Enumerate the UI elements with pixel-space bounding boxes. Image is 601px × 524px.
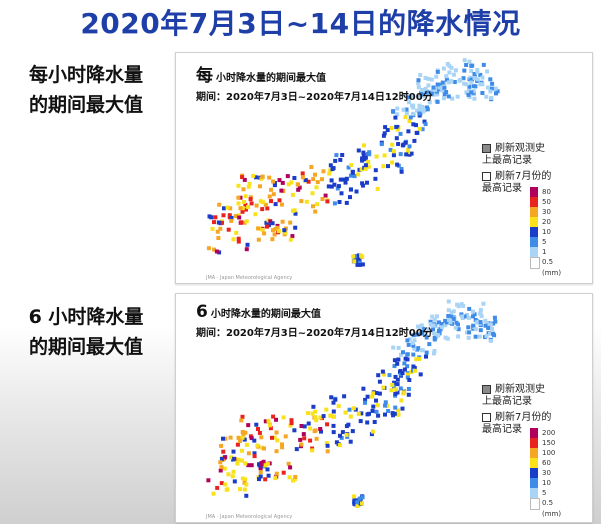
legend-label: 80 <box>542 188 551 196</box>
legend-item: 60 <box>530 458 561 468</box>
note-record-hourly: 刷新观测史上最高记录 <box>482 143 552 167</box>
map-dots-6hour <box>206 299 498 508</box>
side-label-line-1: 6 小时降水量 <box>28 306 144 328</box>
panel-head-prefix: 每 <box>196 66 213 86</box>
japan-map-6hour <box>206 299 498 508</box>
map-panel-hourly: 每小时降水量的期间最大值 期间：2020年7月3日~2020年7月14日12时0… <box>175 52 593 284</box>
legend-label: 10 <box>542 479 551 487</box>
panel-header-6hour: 6 小时降水量的期间最大值 期间：2020年7月3日~2020年7月14日12时0… <box>196 302 433 339</box>
note-july-text: 刷新7月份的最高记录 <box>482 171 552 194</box>
legend-item: 80 <box>530 187 561 197</box>
legend-item: 200 <box>530 428 561 438</box>
legend-item: 50 <box>530 197 561 207</box>
legend-swatch <box>530 197 538 207</box>
july-marker-icon <box>482 171 491 181</box>
legend-label: 150 <box>542 439 556 447</box>
legend-item: 30 <box>530 468 561 478</box>
note-record-text: 刷新观测史上最高记录 <box>482 384 545 407</box>
legend-swatch <box>530 257 540 269</box>
legend-item: 150 <box>530 438 561 448</box>
legend-swatch <box>530 428 538 438</box>
legend-item: 10 <box>530 227 561 237</box>
note-july-hourly: 刷新7月份的最高记录 <box>482 171 552 195</box>
legend-label: 60 <box>542 459 551 467</box>
map-panel-6hour: 6 小时降水量的期间最大值 期间：2020年7月3日~2020年7月14日12时0… <box>175 293 593 523</box>
side-label-line-2: 的期间最大值 <box>28 94 143 116</box>
panel-header-hourly: 每小时降水量的期间最大值 期间：2020年7月3日~2020年7月14日12时0… <box>196 61 433 103</box>
legend-swatch <box>530 237 538 247</box>
legend-label: 50 <box>542 198 551 206</box>
legend-swatch <box>530 448 538 458</box>
legend-swatch <box>530 468 538 478</box>
legend-label: 0.5 <box>542 499 554 507</box>
legend-swatch <box>530 488 538 498</box>
legend-item: 10 <box>530 478 561 488</box>
legend-swatch <box>530 217 538 227</box>
note-record-text: 刷新观测史上最高记录 <box>482 143 545 166</box>
legend-swatch <box>530 247 538 257</box>
record-marker-icon <box>482 143 491 153</box>
side-label-line-1: 每小时降水量 <box>28 64 143 86</box>
map-credit: JMA · Japan Meteorological Agency <box>206 514 293 520</box>
legend-label: 0.5 <box>542 258 554 266</box>
legend-swatch <box>530 227 538 237</box>
legend-label: 200 <box>542 429 556 437</box>
map-dots-hourly <box>206 58 500 267</box>
side-label-line-2: 的期间最大值 <box>28 336 143 358</box>
legend-label: 10 <box>542 228 551 236</box>
legend-label: 1 <box>542 248 547 256</box>
note-record-6hour: 刷新观测史上最高记录 <box>482 384 552 408</box>
panel-period: 期间：2020年7月3日~2020年7月14日12时00分 <box>196 92 433 103</box>
page-title: 2020年7月3日~14日的降水情况 <box>80 7 521 40</box>
legend-label: 20 <box>542 218 551 226</box>
legend-item: 0.5 <box>530 257 561 269</box>
legend-item: 100 <box>530 448 561 458</box>
legend-6hour: 200 150 100 60 30 10 5 0.5 (mm) <box>530 428 561 518</box>
panel-head-prefix: 6 <box>196 302 208 322</box>
legend-unit: (mm) <box>542 510 562 518</box>
legend-item: 5 <box>530 237 561 247</box>
legend-swatch <box>530 207 538 217</box>
note-july-text: 刷新7月份的最高记录 <box>482 412 552 435</box>
note-july-6hour: 刷新7月份的最高记录 <box>482 412 552 436</box>
legend-label: 5 <box>542 489 547 497</box>
legend-swatch <box>530 498 540 510</box>
side-label-6hour: 6 小时降水量 的期间最大值 <box>6 302 166 362</box>
legend-label: 30 <box>542 208 551 216</box>
legend-label: 100 <box>542 449 556 457</box>
legend-item: 0.5 <box>530 498 561 510</box>
legend-label: 5 <box>542 238 547 246</box>
legend-item: 20 <box>530 217 561 227</box>
legend-unit: (mm) <box>542 269 562 277</box>
panel-head-title: 小时降水量的期间最大值 <box>216 73 326 84</box>
legend-item: 5 <box>530 488 561 498</box>
legend-swatch <box>530 187 538 197</box>
july-marker-icon <box>482 412 491 422</box>
japan-map-hourly <box>206 58 500 267</box>
side-label-hourly: 每小时降水量 的期间最大值 <box>6 60 166 120</box>
legend-hourly: 80 50 30 20 10 5 1 0.5 (mm) <box>530 187 561 277</box>
legend-item: 30 <box>530 207 561 217</box>
legend-item: 1 <box>530 247 561 257</box>
record-marker-icon <box>482 384 491 394</box>
legend-swatch <box>530 438 538 448</box>
legend-label: 30 <box>542 469 551 477</box>
legend-swatch <box>530 478 538 488</box>
legend-swatch <box>530 458 538 468</box>
map-credit: JMA · Japan Meteorological Agency <box>206 275 293 281</box>
panel-period: 期间：2020年7月3日~2020年7月14日12时00分 <box>196 328 433 339</box>
panel-head-title: 小时降水量的期间最大值 <box>210 309 321 320</box>
